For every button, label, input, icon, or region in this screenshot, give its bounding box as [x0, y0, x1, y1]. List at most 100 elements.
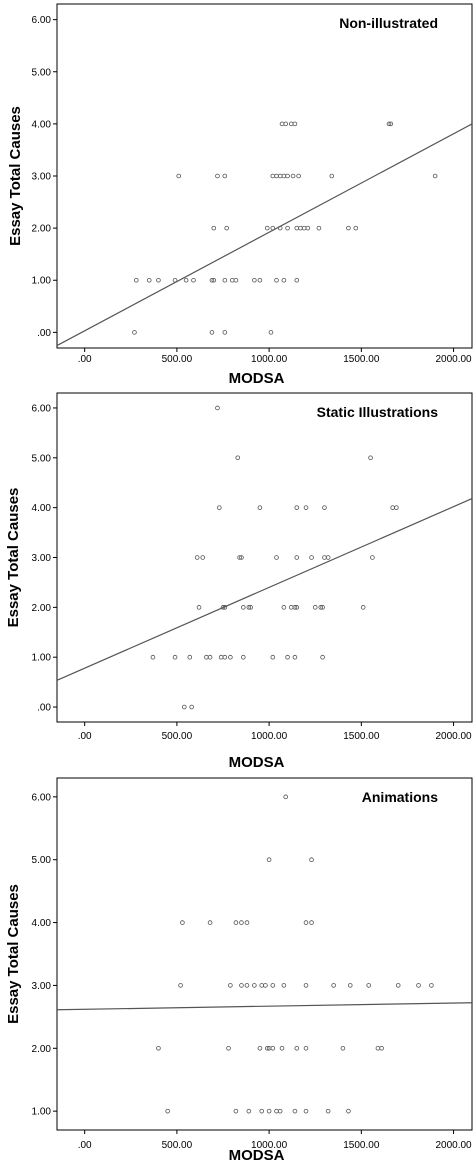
data-point	[252, 983, 257, 988]
data-point	[134, 277, 139, 283]
data-point	[246, 605, 252, 610]
data-point	[270, 1045, 276, 1051]
data-point	[228, 983, 233, 988]
data-point	[228, 654, 233, 660]
y-tick-label: 4.00	[32, 918, 52, 929]
chart-title: Static Illustrations	[317, 404, 439, 420]
plot-frame	[56, 392, 473, 723]
x-tick-label: 1500.00	[343, 354, 380, 365]
data-point	[264, 1045, 270, 1051]
data-point	[292, 654, 298, 660]
data-point	[233, 1108, 239, 1114]
x-tick-label: .00	[78, 731, 92, 742]
data-point	[303, 920, 309, 925]
data-point	[303, 505, 309, 510]
plot-frame	[56, 3, 473, 349]
x-tick-label: .00	[78, 1140, 92, 1151]
data-point	[264, 225, 270, 231]
data-point	[239, 983, 244, 988]
data-point	[259, 1108, 265, 1114]
y-tick-label: 3.00	[32, 981, 52, 992]
y-tick-label: 5.00	[32, 453, 52, 464]
chart-panel-non-illustrated: .00 1.00 2.00 3.00 4.00 5.00 6.00 .00 500.00 100…	[0, 0, 474, 387]
data-point	[165, 1108, 170, 1114]
data-point	[240, 605, 246, 610]
scatter-chart-static-illustrations: .00 1.00 2.00 3.00 4.00 5.00 6.00 .00 500.00 100…	[5, 392, 473, 771]
data-point	[325, 1108, 331, 1114]
data-point	[237, 555, 242, 560]
x-tick-label: 1000.00	[251, 731, 288, 742]
data-point	[274, 277, 279, 283]
data-point	[257, 1045, 263, 1051]
data-point	[200, 555, 206, 560]
data-point	[322, 505, 327, 510]
data-point	[416, 983, 421, 988]
data-point	[429, 983, 434, 988]
data-point	[266, 857, 272, 863]
data-point	[207, 920, 213, 925]
y-tick-label: 4.00	[32, 503, 52, 514]
data-point	[222, 330, 228, 335]
data-point	[309, 920, 314, 925]
scatter-chart-animations: 1.00 2.00 3.00 4.00 5.00 6.00 .00 500.00 1000.0…	[5, 777, 473, 1163]
data-point	[224, 225, 229, 231]
data-point	[156, 277, 161, 283]
data-point	[150, 654, 156, 660]
y-tick-label: 1.00	[32, 276, 52, 287]
data-point	[156, 1045, 161, 1051]
data-point	[394, 505, 399, 510]
data-point	[296, 173, 301, 179]
data-point	[340, 1045, 346, 1051]
data-point	[244, 920, 250, 925]
x-axis-title: MODSA	[229, 754, 285, 771]
data-point	[368, 455, 373, 461]
y-tick-label: 2.00	[32, 603, 52, 614]
y-tick-label: .00	[37, 703, 51, 714]
y-tick-label: 1.00	[32, 1107, 52, 1118]
data-point	[353, 225, 359, 231]
y-tick-label: 2.00	[32, 224, 52, 235]
data-point	[222, 173, 228, 179]
data-point	[248, 605, 253, 610]
data-point	[266, 1108, 272, 1114]
data-point	[320, 605, 325, 610]
data-point	[176, 173, 182, 179]
data-point	[181, 704, 187, 710]
data-point	[270, 654, 276, 660]
data-point	[292, 1108, 298, 1114]
data-point	[386, 121, 392, 127]
x-tick-label: 2000.00	[435, 731, 472, 742]
data-point	[257, 505, 263, 510]
data-point	[309, 857, 314, 863]
chart-title: Animations	[362, 789, 438, 805]
x-tick-label: .00	[78, 354, 92, 365]
data-point	[432, 173, 438, 179]
data-point	[239, 920, 244, 925]
y-tick-label: 3.00	[32, 172, 52, 183]
data-point	[194, 555, 200, 560]
data-point	[395, 983, 401, 988]
data-point	[305, 225, 311, 231]
data-point	[211, 277, 217, 283]
data-point	[370, 555, 375, 560]
data-point	[226, 1045, 231, 1051]
chart-panel-animations: 1.00 2.00 3.00 4.00 5.00 6.00 .00 500.00 1000.0…	[0, 774, 474, 1163]
data-point	[292, 605, 298, 610]
data-point	[366, 983, 372, 988]
x-tick-label: 2000.00	[435, 354, 472, 365]
data-point	[240, 654, 246, 660]
data-point	[196, 605, 202, 610]
regression-line	[56, 498, 473, 681]
y-tick-label: 6.00	[32, 15, 52, 26]
data-point	[318, 605, 324, 610]
data-point	[360, 605, 366, 610]
plot-frame	[56, 777, 473, 1131]
data-point	[246, 1108, 252, 1114]
y-axis-title: Essay Total Causes	[5, 488, 22, 628]
x-axis-title: MODSA	[229, 1147, 285, 1163]
data-point	[178, 983, 183, 988]
data-point	[233, 920, 239, 925]
data-point	[294, 605, 300, 610]
data-point	[281, 983, 287, 988]
y-tick-label: 2.00	[32, 1044, 52, 1055]
